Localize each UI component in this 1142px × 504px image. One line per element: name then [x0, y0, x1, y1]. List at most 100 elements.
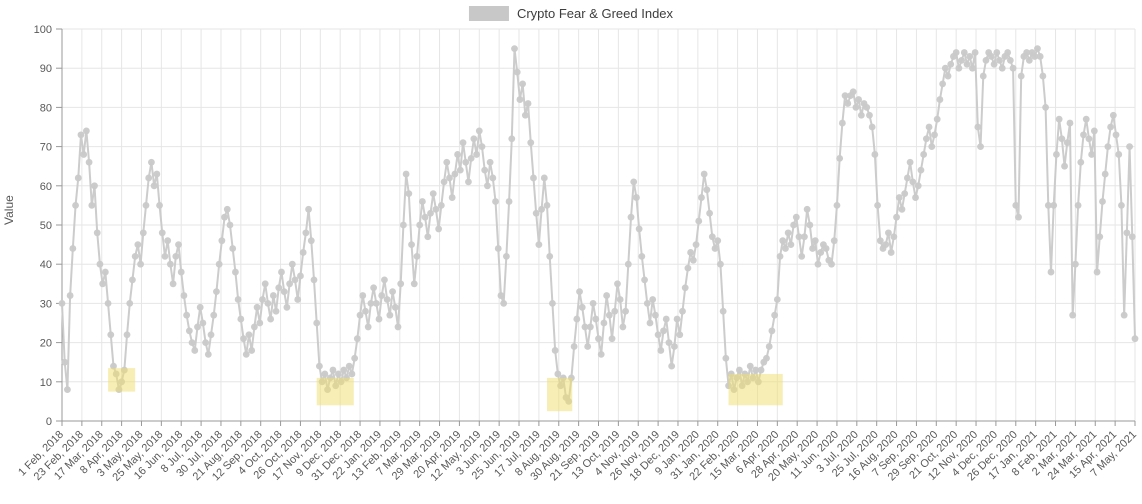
- data-point: [291, 276, 299, 284]
- data-point: [1071, 260, 1079, 268]
- data-point: [424, 233, 432, 241]
- data-point: [941, 64, 949, 72]
- data-point: [979, 72, 987, 80]
- data-point: [1050, 202, 1058, 209]
- data-point: [389, 288, 396, 296]
- data-point: [286, 280, 294, 288]
- data-point: [668, 362, 676, 370]
- data-point: [245, 331, 253, 339]
- data-point: [939, 80, 947, 88]
- data-point: [614, 280, 621, 288]
- data-point: [703, 186, 711, 194]
- data-point: [624, 260, 632, 268]
- data-point: [123, 331, 131, 339]
- data-point: [1123, 229, 1131, 237]
- data-point: [237, 315, 245, 323]
- data-point: [223, 205, 231, 213]
- data-point: [692, 241, 700, 249]
- data-point: [963, 60, 971, 68]
- data-point: [454, 151, 462, 158]
- data-point: [269, 292, 277, 299]
- data-point: [202, 339, 210, 346]
- data-point: [757, 366, 765, 374]
- data-point: [746, 362, 754, 370]
- data-point: [161, 252, 169, 260]
- data-point: [475, 127, 483, 135]
- data-point: [288, 260, 296, 268]
- data-point: [74, 174, 82, 182]
- data-point: [722, 354, 730, 362]
- data-point: [1082, 115, 1090, 123]
- data-point: [885, 229, 892, 237]
- data-point: [855, 96, 863, 103]
- data-point: [909, 178, 917, 186]
- data-point: [570, 343, 578, 350]
- data-point: [838, 119, 846, 127]
- data-point: [987, 53, 995, 60]
- data-point: [695, 217, 703, 225]
- data-point: [586, 323, 594, 331]
- data-point: [497, 292, 505, 299]
- data-point: [925, 123, 933, 131]
- data-point: [787, 241, 795, 249]
- y-tick-label: 90: [40, 63, 52, 75]
- data-point: [232, 268, 239, 276]
- data-point: [1039, 72, 1047, 80]
- data-point: [830, 237, 838, 245]
- data-point: [603, 292, 611, 299]
- data-point: [429, 190, 437, 198]
- data-point: [1107, 123, 1115, 131]
- data-point: [1025, 56, 1033, 64]
- data-point: [670, 343, 678, 350]
- data-point: [408, 241, 415, 249]
- data-point: [630, 178, 638, 186]
- data-point: [817, 249, 825, 256]
- data-point: [530, 174, 537, 182]
- data-point: [638, 252, 646, 260]
- data-point: [524, 100, 532, 107]
- data-point: [1093, 268, 1101, 276]
- data-point: [459, 139, 467, 147]
- data-point: [876, 237, 884, 245]
- data-point: [1058, 135, 1066, 143]
- data-point: [465, 178, 472, 186]
- data-point: [437, 202, 445, 209]
- data-point: [681, 284, 689, 292]
- data-point: [1077, 158, 1085, 166]
- data-point: [188, 339, 196, 346]
- data-point: [803, 205, 811, 213]
- y-tick-label: 60: [40, 181, 52, 193]
- data-point: [952, 49, 960, 56]
- data-point: [148, 158, 155, 166]
- data-point: [218, 237, 226, 245]
- data-point: [982, 56, 990, 64]
- data-point: [402, 170, 410, 178]
- data-point: [971, 49, 979, 56]
- data-point: [435, 225, 443, 233]
- data-point: [906, 158, 914, 166]
- legend-item[interactable]: Crypto Fear & Greed Index: [468, 6, 673, 21]
- data-point: [470, 135, 478, 143]
- data-point: [166, 260, 174, 268]
- data-point: [313, 319, 321, 327]
- data-point: [229, 245, 237, 252]
- data-point: [654, 331, 662, 339]
- data-point: [478, 143, 486, 151]
- data-point: [866, 111, 873, 119]
- y-tick-label: 20: [40, 338, 52, 350]
- data-point: [253, 303, 261, 311]
- data-point: [416, 221, 424, 229]
- data-point: [77, 131, 85, 139]
- data-point: [85, 158, 93, 166]
- data-point: [605, 311, 613, 319]
- data-point: [809, 245, 816, 252]
- data-point: [684, 264, 692, 272]
- data-point: [66, 292, 74, 299]
- data-point: [99, 280, 107, 288]
- data-point: [215, 260, 223, 268]
- data-point: [936, 96, 944, 103]
- data-point: [356, 311, 364, 319]
- y-tick-label: 40: [40, 259, 52, 271]
- data-point: [784, 229, 792, 237]
- data-point: [1009, 64, 1017, 72]
